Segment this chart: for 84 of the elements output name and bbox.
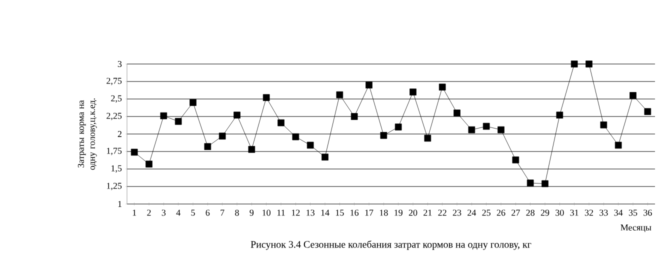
y-tick-label: 2,25 — [106, 112, 122, 120]
x-tick-label: 6 — [206, 210, 210, 216]
point — [248, 146, 256, 153]
x-tick-label: 10 — [262, 210, 270, 216]
point — [278, 119, 284, 126]
point — [454, 110, 460, 116]
x-tick-label: 12 — [292, 210, 300, 216]
point — [146, 160, 152, 168]
x-tick-label: 4 — [176, 210, 180, 216]
x-tick-label: 5 — [191, 210, 195, 216]
point — [498, 126, 504, 134]
x-axis-title: Месяцы — [620, 224, 652, 232]
point — [556, 112, 564, 118]
point — [410, 88, 416, 96]
x-tick-label: 33 — [600, 210, 608, 216]
point — [438, 84, 446, 90]
point — [336, 91, 344, 98]
y-tick-label: 2,5 — [111, 95, 122, 103]
x-tick-label: 19 — [394, 210, 402, 216]
point — [190, 99, 196, 106]
x-tick-label: 11 — [277, 210, 285, 216]
x-tick-label: 28 — [526, 210, 534, 216]
x-tick-label: 9 — [250, 210, 254, 216]
point — [482, 122, 490, 130]
point — [570, 60, 578, 68]
x-tick-label: 15 — [336, 210, 344, 216]
point — [380, 132, 388, 139]
x-tick-label: 32 — [584, 210, 593, 216]
x-tick-label: 27 — [512, 210, 520, 216]
x-tick-label: 25 — [482, 210, 490, 216]
x-tick-label: 8 — [235, 210, 239, 216]
point — [262, 94, 270, 101]
point — [644, 108, 652, 115]
text: Рисунок 3.4 Сезонные колебания затрат кормов на одну голову, кг — [250, 240, 532, 250]
x-tick-label: 16 — [350, 210, 359, 216]
point — [542, 180, 548, 188]
x-tick-label: 30 — [556, 210, 564, 216]
point — [586, 60, 592, 68]
x-tick-label: 35 — [628, 210, 638, 216]
x-tick-label: 20 — [408, 210, 418, 216]
point — [174, 118, 182, 125]
x-tick-label: 2 — [147, 210, 151, 216]
point — [468, 126, 476, 134]
y-tick-label: 1 — [118, 201, 122, 207]
x-tick-label: 26 — [496, 210, 506, 216]
point — [366, 82, 372, 88]
x-tick-label: 21 — [424, 210, 432, 216]
x-tick-label: 23 — [452, 210, 462, 216]
y-tick-label: 1,5 — [112, 165, 122, 173]
point — [160, 112, 168, 120]
y-tick-label: 2 — [118, 131, 122, 137]
point — [614, 142, 622, 149]
x-tick-label: 14 — [321, 210, 330, 216]
x-tick-label: 31 — [570, 210, 578, 216]
x-tick-label: 36 — [644, 210, 652, 216]
point — [218, 132, 226, 140]
point — [234, 112, 240, 118]
point — [292, 133, 300, 140]
point — [204, 143, 212, 150]
x-tick-label: 13 — [306, 210, 314, 216]
point — [512, 156, 520, 164]
x-tick-label: 34 — [614, 210, 623, 216]
y-tick-label: 3 — [118, 60, 122, 68]
x-tick-label: 18 — [380, 210, 388, 216]
point — [600, 122, 608, 128]
point — [130, 148, 138, 156]
y-tick-label: 1,75 — [107, 148, 122, 156]
point — [526, 180, 534, 186]
x-tick-label: 1 — [132, 210, 136, 216]
x-tick-label: 29 — [540, 210, 550, 216]
point — [424, 134, 432, 142]
y-tick-label: 1,25 — [107, 182, 122, 190]
y-axis-title: Затраты корма на одну голову,ц.к.ед. — [78, 98, 97, 170]
point — [630, 92, 636, 99]
x-tick-label: 22 — [438, 210, 446, 216]
x-tick-label: 3 — [162, 210, 166, 216]
point — [306, 142, 314, 149]
y-tick-label: 2,75 — [106, 78, 122, 86]
point — [394, 124, 402, 130]
point — [322, 154, 328, 160]
x-tick-label: 24 — [468, 210, 476, 216]
x-tick-label: 7 — [220, 210, 224, 216]
x-tick-label: 17 — [365, 210, 374, 216]
point — [350, 113, 358, 120]
